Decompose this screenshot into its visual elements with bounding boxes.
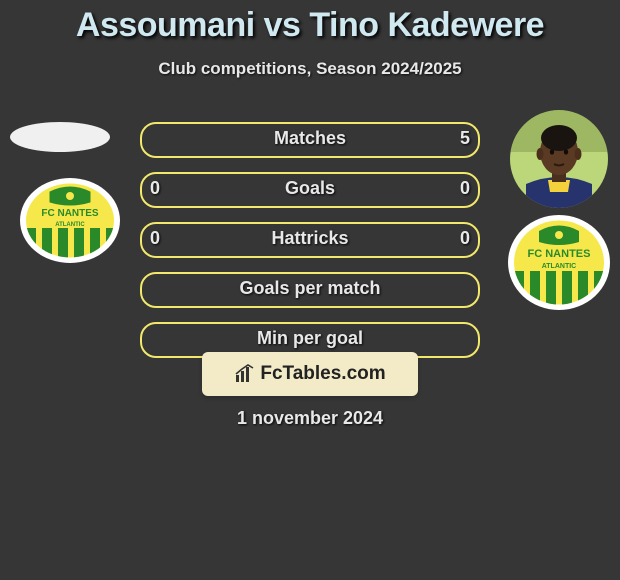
svg-text:FC NANTES: FC NANTES xyxy=(41,208,99,219)
stat-label: Matches xyxy=(142,128,478,149)
svg-text:FC NANTES: FC NANTES xyxy=(528,248,591,260)
player-right-avatar xyxy=(510,110,608,208)
watermark-text: FcTables.com xyxy=(260,363,385,385)
stat-row-matches: Matches 5 xyxy=(140,122,480,158)
report-date: 1 november 2024 xyxy=(0,408,620,429)
bar-chart-icon xyxy=(234,364,256,384)
svg-text:ATLANTIC: ATLANTIC xyxy=(55,222,85,228)
stat-label: Goals xyxy=(142,178,478,199)
player-left-club-badge: FC NANTES ATLANTIC xyxy=(20,178,120,263)
stat-right-value: 0 xyxy=(460,178,470,199)
page-subtitle: Club competitions, Season 2024/2025 xyxy=(0,59,620,79)
comparison-card: Assoumani vs Tino Kadewere Club competit… xyxy=(0,0,620,580)
stats-table: Matches 5 0 Goals 0 0 Hattricks 0 Goals … xyxy=(140,122,480,372)
svg-text:ATLANTIC: ATLANTIC xyxy=(542,263,576,270)
stat-label: Hattricks xyxy=(142,228,478,249)
stat-label: Goals per match xyxy=(142,278,478,299)
watermark: FcTables.com xyxy=(202,352,418,396)
stat-right-value: 0 xyxy=(460,228,470,249)
stat-row-hattricks: 0 Hattricks 0 xyxy=(140,222,480,258)
stat-row-goals-per-match: Goals per match xyxy=(140,272,480,308)
stat-row-goals: 0 Goals 0 xyxy=(140,172,480,208)
player-right-club-badge: FC NANTES ATLANTIC xyxy=(508,215,610,310)
page-title: Assoumani vs Tino Kadewere xyxy=(0,0,620,45)
stat-label: Min per goal xyxy=(142,328,478,349)
stat-right-value: 5 xyxy=(460,128,470,149)
player-left-avatar xyxy=(10,122,110,152)
